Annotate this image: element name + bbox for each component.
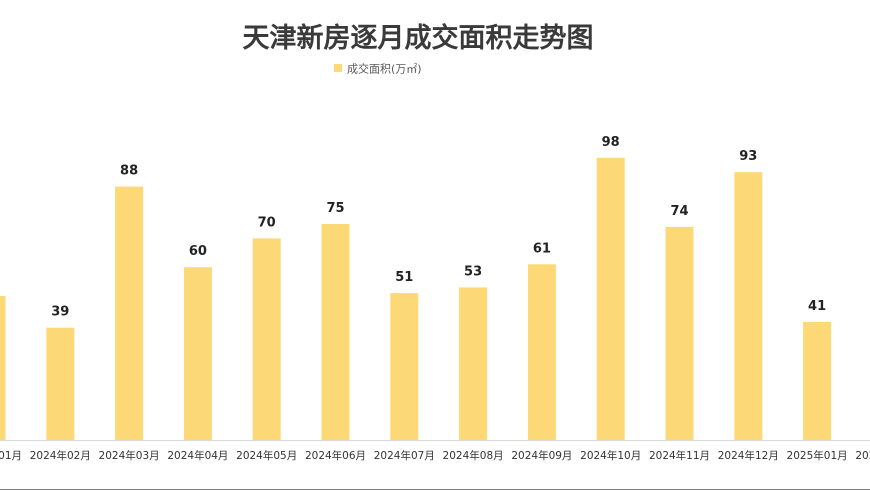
chart-title: 天津新房逐月成交面积走势图 <box>243 22 594 54</box>
legend-swatch <box>334 64 342 72</box>
x-tick-label-2024年07月: 2024年07月 <box>374 449 435 462</box>
x-tick-label-2025年02月: 2025年02月 <box>855 449 870 462</box>
data-label-2024年08月: 53 <box>464 264 482 279</box>
bar-group <box>0 157 832 441</box>
data-label-2024年11月: 74 <box>670 204 688 219</box>
bar-2024年10月 <box>596 157 625 441</box>
x-tick-label-2024年03月: 2024年03月 <box>99 449 160 462</box>
legend-label: 成交面积(万㎡) <box>347 62 422 76</box>
bar-2024年11月 <box>665 226 694 440</box>
data-label-group: 39 88 60 70 75 51 53 61 98 74 93 41 <box>51 135 826 320</box>
x-tick-label-2025年01月: 2025年01月 <box>787 449 848 462</box>
bar-2024年06月 <box>321 224 350 440</box>
data-label-2024年07月: 51 <box>395 270 413 285</box>
bar-2024年07月 <box>390 293 419 440</box>
data-label-2024年10月: 98 <box>602 135 620 150</box>
bar-2024年08月 <box>459 287 488 440</box>
bar-2024年05月 <box>252 238 281 440</box>
data-label-2024年09月: 61 <box>533 241 551 256</box>
x-tick-label-2024年10月: 2024年10月 <box>580 449 641 462</box>
bar-2024年01月 <box>0 296 6 440</box>
bar-2024年03月 <box>115 186 144 440</box>
x-tick-label-2024年04月: 2024年04月 <box>167 449 228 462</box>
data-label-2024年02月: 39 <box>51 305 69 320</box>
data-label-2024年06月: 75 <box>326 201 344 216</box>
x-tick-label-2024年02月: 2024年02月 <box>30 449 91 462</box>
legend: 成交面积(万㎡) <box>334 62 422 76</box>
x-tick-label-2024年11月: 2024年11月 <box>649 449 710 462</box>
bar-2025年01月 <box>803 321 832 440</box>
x-tick-label-group: 2024年01月 2024年02月 2024年03月 2024年04月 2024年05月… <box>0 449 870 462</box>
data-label-2024年03月: 88 <box>120 164 138 179</box>
x-tick-label-2024年06月: 2024年06月 <box>305 449 366 462</box>
data-label-2024年04月: 60 <box>189 244 207 259</box>
bar-2024年04月 <box>183 267 212 440</box>
data-label-2024年05月: 70 <box>258 215 276 230</box>
data-label-2024年12月: 93 <box>739 149 757 164</box>
x-tick-label-2024年05月: 2024年05月 <box>236 449 297 462</box>
x-tick-label-2024年08月: 2024年08月 <box>443 449 504 462</box>
x-tick-label-2024年12月: 2024年12月 <box>718 449 779 462</box>
x-tick-label-2024年01月: 2024年01月 <box>0 449 22 462</box>
bar-2024年12月 <box>734 172 763 440</box>
bar-2024年09月 <box>527 264 556 440</box>
bar-2024年02月 <box>46 327 75 440</box>
x-tick-label-2024年09月: 2024年09月 <box>511 449 572 462</box>
data-label-2025年01月: 41 <box>808 299 826 314</box>
